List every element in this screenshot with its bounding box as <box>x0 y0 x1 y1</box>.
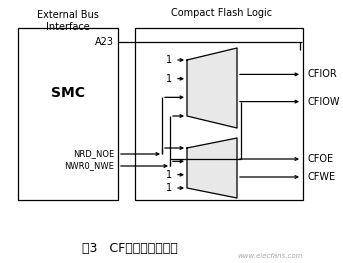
Text: SMC: SMC <box>51 86 85 100</box>
Polygon shape <box>187 138 237 198</box>
Text: Compact Flash Logic: Compact Flash Logic <box>172 8 273 18</box>
Text: 1: 1 <box>166 74 172 84</box>
Text: 图3   CF卡读写控制信号: 图3 CF卡读写控制信号 <box>82 241 178 255</box>
Text: CFWE: CFWE <box>307 172 335 182</box>
Polygon shape <box>187 48 237 128</box>
Text: 1: 1 <box>166 183 172 193</box>
Text: External Bus
Interface: External Bus Interface <box>37 10 99 32</box>
Text: www.elecfans.com: www.elecfans.com <box>237 253 303 259</box>
Text: NWR0_NWE: NWR0_NWE <box>64 161 114 170</box>
Text: CFIOR: CFIOR <box>307 69 337 79</box>
Text: NRD_NOE: NRD_NOE <box>73 149 114 159</box>
Text: A23: A23 <box>95 37 114 47</box>
Text: CFOE: CFOE <box>307 154 333 164</box>
Text: 1: 1 <box>166 170 172 180</box>
Text: CFIOW: CFIOW <box>307 97 340 107</box>
Bar <box>18 28 118 200</box>
Bar <box>135 28 303 200</box>
Text: 1: 1 <box>166 55 172 65</box>
